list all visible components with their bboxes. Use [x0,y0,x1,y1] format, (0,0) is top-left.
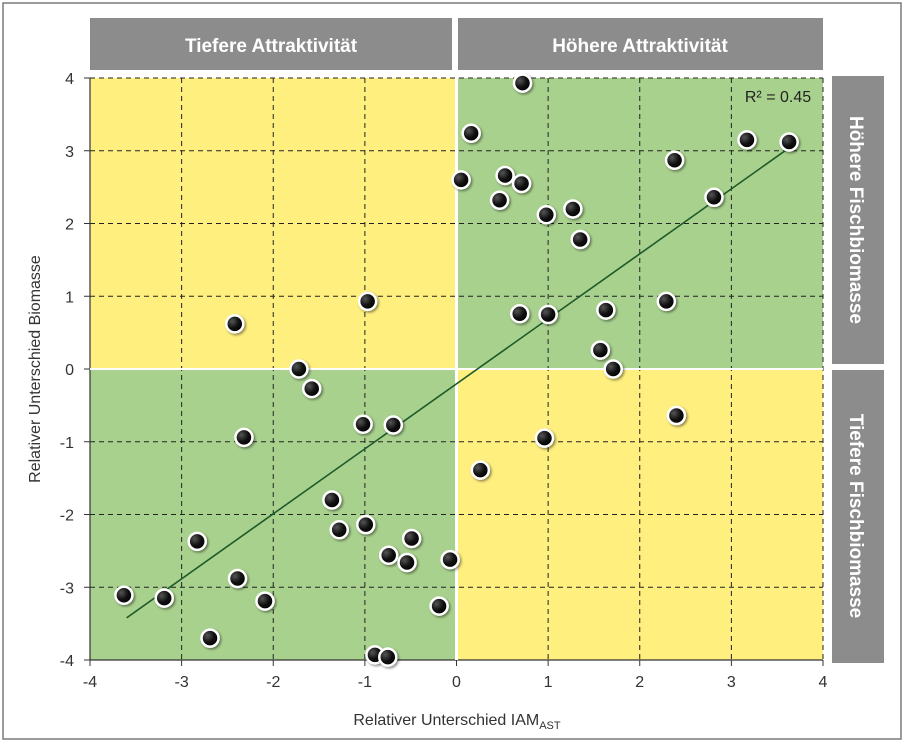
side-bottom-label: Tiefere Fischbiomasse [845,414,866,619]
data-point [540,306,557,323]
x-tick-label: 4 [819,674,828,691]
data-point [379,649,396,666]
header-right-label: Höhere Attraktivität [552,36,728,57]
y-tick-label: 1 [65,289,74,306]
data-point [472,462,489,479]
y-tick-label: -2 [60,508,74,525]
data-point [156,590,173,607]
data-point [431,598,448,615]
x-tick-label: 1 [544,674,553,691]
data-point [605,361,622,378]
data-point [781,134,798,151]
data-point [257,593,274,610]
data-point [380,547,397,564]
y-axis-label: Relativer Unterschied Biomasse [27,255,44,483]
y-tick-label: 4 [65,71,74,88]
data-point [235,429,252,446]
y-tick-label: 2 [65,217,74,234]
x-tick-label: 0 [452,674,461,691]
data-point [453,171,470,188]
data-point [463,125,480,142]
data-point [355,416,372,433]
side-top-label: Höhere Fischbiomasse [845,116,866,324]
data-point [226,315,243,332]
data-point [491,192,508,209]
data-point [668,407,685,424]
x-tick-label: -2 [266,674,280,691]
data-point [538,206,555,223]
data-point [202,630,219,647]
data-point [290,361,307,378]
data-point [442,551,459,568]
data-point [189,533,206,550]
header-left-label: Tiefere Attraktivität [185,36,358,57]
y-tick-label: 0 [65,362,74,379]
data-point [323,491,340,508]
r-squared-label: R² = 0.45 [745,89,811,106]
data-point [331,521,348,538]
data-point [115,587,132,604]
x-tick-label: -4 [83,674,97,691]
data-point [564,200,581,217]
x-tick-label: -3 [175,674,189,691]
data-point [666,152,683,169]
data-point [497,167,514,184]
data-point [514,75,531,92]
data-point [399,554,416,571]
data-point [357,516,374,533]
data-point [511,305,528,322]
x-tick-label: -1 [358,674,372,691]
data-point [385,417,402,434]
y-tick-label: 3 [65,144,74,161]
data-point [229,570,246,587]
y-tick-label: -1 [60,435,74,452]
data-point [597,302,614,319]
data-point [738,131,755,148]
data-point [592,342,609,359]
data-point [359,293,376,310]
data-point [403,530,420,547]
data-point [572,231,589,248]
data-point [705,189,722,206]
data-point [536,430,553,447]
data-point [513,175,530,192]
y-tick-label: -4 [60,653,74,670]
data-point [303,380,320,397]
x-tick-label: 3 [727,674,736,691]
data-point [658,293,675,310]
y-tick-label: -3 [60,580,74,597]
x-tick-label: 2 [635,674,644,691]
